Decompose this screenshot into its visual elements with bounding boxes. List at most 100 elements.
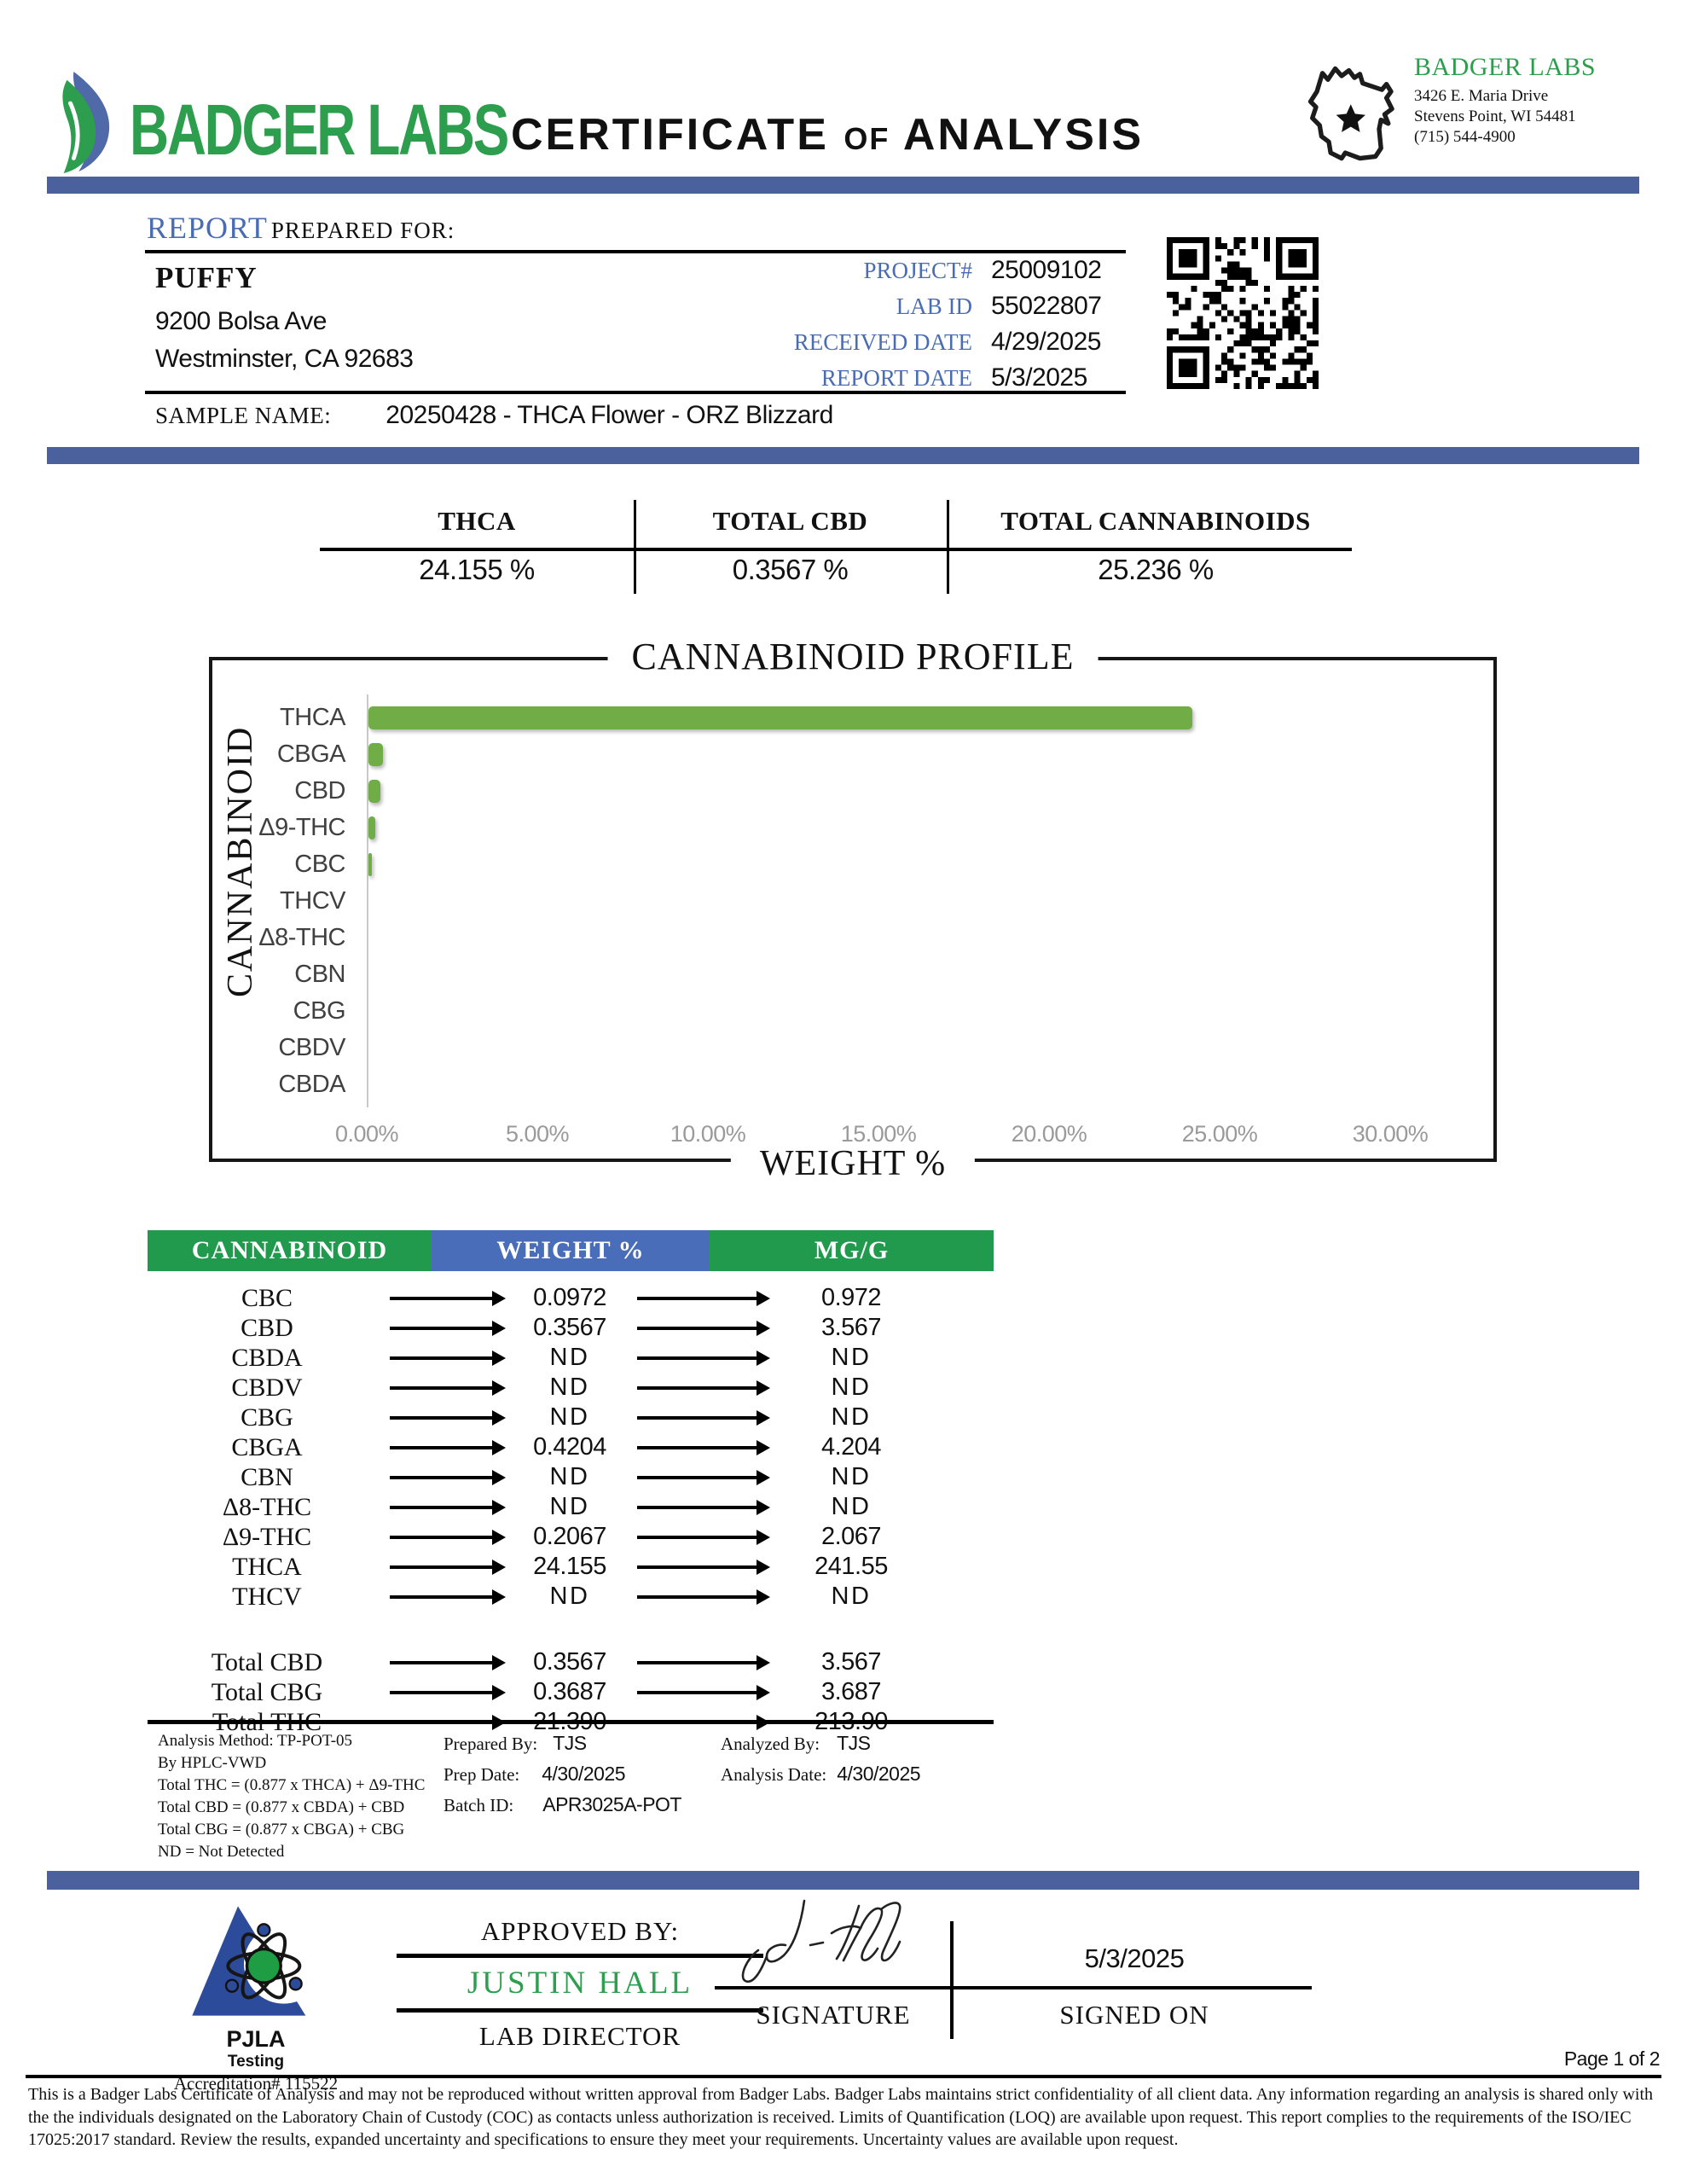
sample-name-row: SAMPLE NAME: 20250428 - THCA Flower - OR… xyxy=(155,401,833,430)
summary-total-cbd-value: 0.3567 % xyxy=(732,554,849,585)
method-footnotes: Analysis Method: TP-POT-05 By HPLC-VWD Tot… xyxy=(158,1730,439,1863)
table-row: CBG ND ND xyxy=(148,1403,932,1432)
chart-category-label: Δ9-THC xyxy=(258,814,345,841)
chart-category-label: CBDA xyxy=(278,1071,345,1098)
arrow-right-icon xyxy=(634,1647,770,1677)
brand-wordmark-text: BADGER LABS xyxy=(130,90,509,170)
table-cell-mgg: 3.687 xyxy=(820,1678,882,1705)
method-footnote-line: ND = Not Detected xyxy=(158,1843,285,1861)
chart-x-tick-label: 5.00% xyxy=(505,1121,570,1147)
lab-name: BADGER LABS xyxy=(1414,53,1597,81)
table-row: CBN ND ND xyxy=(148,1462,932,1492)
signed-on-rule xyxy=(954,1986,1312,1989)
disclaimer-text: This is a Badger Labs Certificate of Ana… xyxy=(28,2085,1654,2149)
title-part-3: ANALYSIS xyxy=(902,110,1145,160)
approved-by-block: APPROVED BY: JUSTIN HALL LAB DIRECTOR xyxy=(388,1916,772,2052)
sample-name-label: SAMPLE NAME: xyxy=(155,403,332,428)
arrow-shaft xyxy=(390,1470,506,1485)
signature-icon xyxy=(741,1899,901,1984)
report-meta-labels: PROJECT# LAB ID RECEIVED DATE REPORT DAT… xyxy=(631,253,972,396)
arrow-shaft xyxy=(637,1410,770,1426)
table-cell-cannabinoid: CBDV xyxy=(231,1373,303,1402)
arrow-shaft xyxy=(637,1291,770,1306)
chart-bar-row xyxy=(368,810,1400,846)
pjla-accreditation-block: PJLA Testing Accreditation# 115522 xyxy=(154,1904,358,2094)
chart-title: CANNABINOID PROFILE xyxy=(607,635,1099,678)
report-section-heading: REPORT PREPARED FOR: xyxy=(147,210,455,246)
cannabinoid-profile-chart: CANNABINOID PROFILE CANNABINOID WEIGHT %… xyxy=(209,635,1497,1184)
table-cell-mgg: 241.55 xyxy=(815,1553,888,1580)
table-row: Total CBD 0.3567 3.567 xyxy=(148,1647,932,1677)
method-footnote-line: Analysis Method: TP-POT-05 xyxy=(158,1732,353,1750)
signature-label: SIGNATURE xyxy=(756,2000,911,2030)
lab-phone: (715) 544-4900 xyxy=(1414,128,1516,146)
table-cell-weight: 0.4204 xyxy=(533,1433,606,1461)
summary-total-cannabinoids-value: 25.236 % xyxy=(1098,554,1214,585)
arrow-right-icon xyxy=(386,1343,506,1373)
approver-name: JUSTIN HALL xyxy=(467,1966,693,2001)
table-cell-weight: 0.3567 xyxy=(533,1314,606,1341)
prep-date-label: Prep Date: xyxy=(443,1764,520,1785)
arrow-shaft xyxy=(390,1440,506,1455)
arrow-shaft xyxy=(637,1470,770,1485)
arrow-shaft xyxy=(637,1350,770,1366)
chart-category-label: THCA xyxy=(280,704,345,731)
pjla-name: PJLA xyxy=(226,2026,286,2052)
arrow-right-icon xyxy=(634,1403,770,1432)
arrow-shaft xyxy=(390,1560,506,1575)
arrow-right-icon xyxy=(386,1373,506,1403)
report-label: REPORT xyxy=(147,211,268,245)
arrow-right-icon xyxy=(386,1462,506,1492)
arrow-shaft xyxy=(390,1685,506,1700)
arrow-right-icon xyxy=(634,1677,770,1707)
prep-date-value: 4/30/2025 xyxy=(542,1763,626,1785)
prep-block: Prepared By: TJS Prep Date: 4/30/2025 Ba… xyxy=(443,1732,681,1824)
arrow-shaft xyxy=(637,1530,770,1545)
chart-x-axis-ticks: 0.00% 5.00% 10.00% 15.00% 20.00% 25.00% 30.00% xyxy=(335,1121,1475,1150)
analyzed-by-value: TJS xyxy=(837,1732,871,1754)
approver-rule-top xyxy=(397,1954,763,1958)
arrow-shaft xyxy=(637,1685,770,1700)
arrow-right-icon xyxy=(634,1343,770,1373)
received-date-value: 4/29/2025 xyxy=(991,328,1101,356)
table-cell-mgg: 0.972 xyxy=(820,1284,882,1311)
summary-total-cbd-label: TOTAL CBD xyxy=(712,506,868,536)
arrow-shaft xyxy=(637,1440,770,1455)
sample-name-value: 20250428 - THCA Flower - ORZ Blizzard xyxy=(386,401,833,429)
table-cell-mgg: ND xyxy=(831,1583,872,1610)
lab-address-line1: 3426 E. Maria Drive xyxy=(1414,87,1549,105)
method-footnote-line: Total CBG = (0.877 x CBGA) + CBG xyxy=(158,1821,405,1838)
table-cell-cannabinoid: CBG xyxy=(241,1403,293,1432)
arrow-right-icon xyxy=(386,1647,506,1677)
chart-bar-row xyxy=(368,773,1400,810)
table-row: CBGA 0.4204 4.204 xyxy=(148,1432,932,1462)
table-header-row: CANNABINOID WEIGHT % MG/G xyxy=(148,1230,994,1271)
table-cell-mgg: ND xyxy=(831,1344,872,1371)
report-rule-top xyxy=(145,250,1126,253)
report-meta-values: 25009102 55022807 4/29/2025 5/3/2025 xyxy=(991,253,1102,396)
received-date-label: RECEIVED DATE xyxy=(793,329,972,355)
brand-wordmark: BADGER LABS xyxy=(130,89,627,171)
summary-total-cannabinoids-label: TOTAL CANNABINOIDS xyxy=(1000,506,1311,536)
report-date-value: 5/3/2025 xyxy=(991,363,1087,392)
chart-x-tick-label: 30.00% xyxy=(1352,1121,1429,1147)
table-cell-cannabinoid: CBGA xyxy=(231,1432,303,1461)
table-cell-weight: 0.3567 xyxy=(533,1648,606,1676)
summary-thca-value: 24.155 % xyxy=(419,554,535,585)
arrow-shaft xyxy=(390,1321,506,1336)
arrow-right-icon xyxy=(386,1492,506,1522)
table-cell-cannabinoid: CBDA xyxy=(231,1343,303,1372)
table-cell-weight: ND xyxy=(549,1493,590,1520)
chart-x-tick-label: 0.00% xyxy=(334,1121,399,1147)
client-address-line1: 9200 Bolsa Ave xyxy=(155,307,327,335)
table-cell-weight: ND xyxy=(549,1463,590,1490)
table-header-weight: WEIGHT % xyxy=(432,1230,710,1271)
chart-x-tick-label: 25.00% xyxy=(1181,1121,1258,1147)
arrow-shaft xyxy=(390,1291,506,1306)
lab-address-line2: Stevens Point, WI 54481 xyxy=(1414,107,1576,125)
table-row: THCA 24.155 241.55 xyxy=(148,1552,932,1582)
report-rule-bottom xyxy=(145,391,1126,394)
chart-bar-row xyxy=(368,956,1400,993)
leaf-icon xyxy=(62,71,110,174)
table-cell-cannabinoid: Δ8-THC xyxy=(222,1492,312,1521)
